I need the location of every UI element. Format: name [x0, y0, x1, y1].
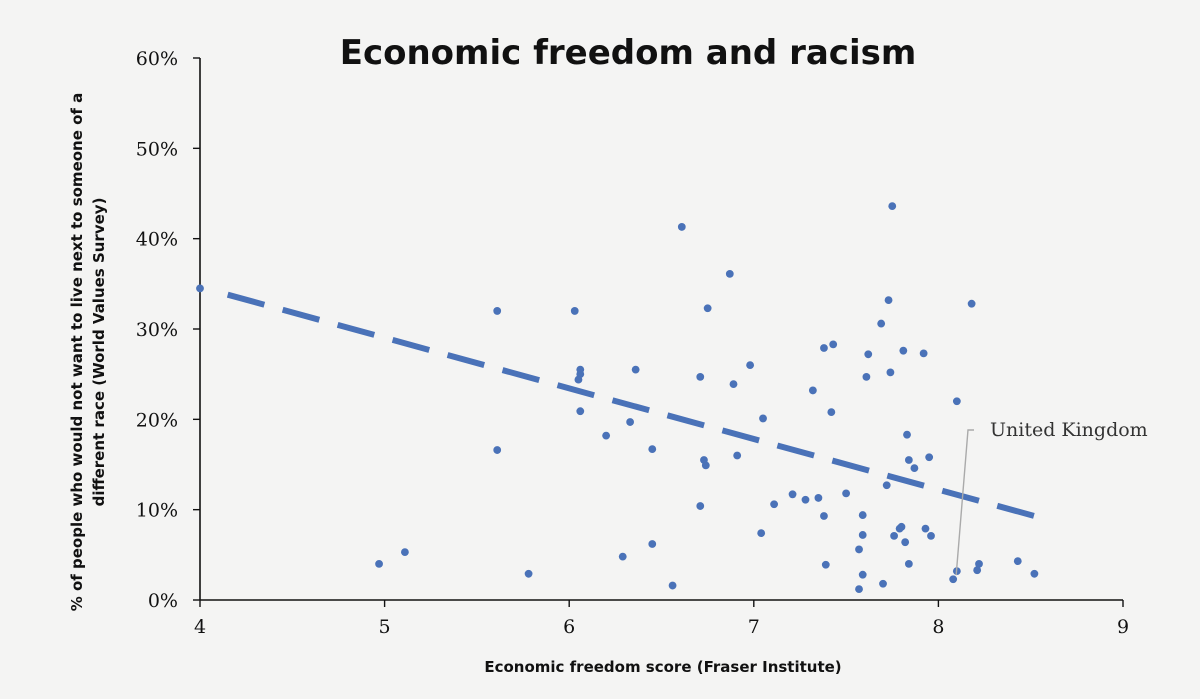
data-point — [1013, 557, 1022, 566]
data-point — [904, 559, 913, 568]
data-point — [921, 524, 930, 533]
y-tick-label: 40% — [136, 229, 178, 251]
data-point — [746, 361, 755, 370]
x-axis-label: Economic freedom score (Fraser Institute… — [484, 658, 841, 676]
data-point — [919, 349, 928, 358]
data-point — [770, 500, 779, 509]
y-tick-label: 30% — [136, 319, 178, 341]
data-point — [696, 502, 705, 510]
data-point — [862, 372, 871, 381]
data-point — [820, 512, 828, 520]
data-point — [814, 494, 823, 502]
data-point — [925, 453, 934, 462]
y-tick-label: 10% — [136, 500, 178, 522]
data-point — [733, 451, 742, 460]
annotation-label: United Kingdom — [990, 419, 1148, 441]
annotation-group: United Kingdom — [955, 419, 1148, 576]
y-axis-label-line-2: different race (World Values Survey) — [90, 198, 108, 507]
data-point — [973, 566, 982, 575]
data-point — [757, 529, 766, 538]
data-point — [949, 575, 958, 584]
data-point — [729, 380, 738, 389]
data-point — [903, 430, 911, 439]
data-point — [821, 560, 830, 569]
trendline — [226, 291, 1036, 519]
data-point — [196, 284, 204, 293]
data-point — [855, 545, 863, 554]
data-point — [701, 461, 710, 470]
data-point — [602, 431, 611, 440]
data-point — [576, 365, 585, 374]
data-point — [648, 540, 657, 548]
x-tick-label: 4 — [194, 616, 206, 638]
data-point — [952, 397, 961, 406]
data-point — [858, 570, 867, 579]
x-tick-label: 7 — [748, 616, 760, 638]
data-point — [927, 531, 935, 540]
y-tick-label: 0% — [148, 590, 178, 612]
y-tick-label: 50% — [136, 138, 178, 160]
data-point — [890, 531, 898, 540]
data-point — [570, 307, 579, 315]
data-point — [899, 346, 908, 355]
data-point — [696, 372, 705, 381]
data-point — [703, 304, 712, 313]
data-point — [788, 490, 797, 499]
data-point — [626, 418, 635, 426]
data-point — [888, 202, 897, 211]
data-point — [827, 408, 836, 417]
data-point — [910, 464, 919, 473]
data-point — [677, 223, 686, 231]
data-point — [618, 552, 627, 561]
y-tick-label: 60% — [136, 48, 178, 70]
x-tick-label: 5 — [379, 616, 391, 638]
chart-title: Economic freedom and racism — [340, 33, 917, 73]
axes — [199, 58, 1123, 601]
data-point — [829, 340, 838, 349]
data-point — [855, 585, 863, 594]
trendline-group — [226, 291, 1036, 519]
data-point — [1030, 569, 1039, 578]
data-point — [967, 299, 976, 308]
x-tick-label: 8 — [932, 616, 944, 638]
data-point — [808, 386, 817, 395]
x-tick-label: 9 — [1117, 616, 1129, 638]
data-point — [668, 581, 677, 590]
data-point — [897, 522, 906, 531]
data-point — [759, 414, 767, 423]
data-point — [493, 307, 502, 315]
data-points — [196, 202, 1039, 594]
y-axis-label: % of people who would not want to live n… — [68, 93, 108, 612]
data-point — [648, 445, 657, 454]
data-point — [375, 559, 383, 568]
data-point — [631, 365, 640, 374]
data-point — [884, 296, 893, 304]
data-point — [524, 569, 533, 578]
data-point — [576, 407, 585, 416]
data-point — [858, 531, 867, 539]
data-point — [882, 481, 891, 490]
data-point — [858, 511, 867, 519]
x-tick-labels: 4 5 6 7 8 9 — [194, 600, 1129, 638]
data-point — [801, 495, 810, 504]
x-tick-label: 6 — [563, 616, 575, 638]
data-point — [886, 368, 895, 377]
data-point — [864, 350, 873, 359]
y-tick-label: 20% — [136, 409, 178, 431]
data-point — [493, 446, 502, 454]
data-point — [877, 319, 886, 328]
y-tick-labels: 0% 10% 20% 30% 40% 50% 60% — [136, 48, 200, 612]
data-point — [975, 559, 983, 568]
data-point — [401, 548, 409, 557]
data-point — [904, 456, 913, 464]
data-point — [901, 538, 910, 547]
data-point — [842, 489, 850, 498]
y-axis-label-line-1: % of people who would not want to live n… — [68, 93, 86, 612]
data-point — [725, 269, 734, 278]
data-point — [820, 344, 828, 352]
annotation-leader-line — [955, 429, 974, 576]
data-point — [879, 579, 887, 588]
